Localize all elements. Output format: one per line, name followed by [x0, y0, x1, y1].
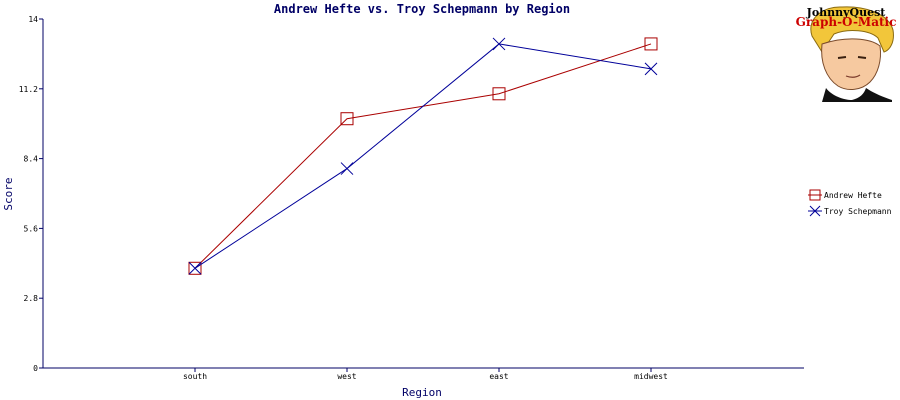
y-tick-label: 2.8 — [24, 294, 39, 303]
x-marker — [188, 261, 202, 275]
x-tick-label: east — [489, 372, 508, 381]
boy-mouth — [845, 74, 861, 78]
x-tick-label: west — [337, 372, 356, 381]
x-tick-label: midwest — [634, 372, 668, 381]
series-line — [194, 43, 652, 269]
boy-eyes — [837, 56, 867, 59]
y-tick-label: 8.4 — [24, 155, 39, 164]
square-marker — [340, 112, 354, 126]
square-marker — [492, 87, 506, 101]
y-tick-label: 5.6 — [24, 224, 39, 233]
series-layer — [188, 37, 658, 275]
axes — [42, 19, 804, 369]
boy-face — [821, 38, 881, 90]
y-ticks: 0 2.8 5.6 8.4 11.2 14 — [19, 15, 43, 373]
y-axis-label: Score — [2, 177, 15, 210]
y-tick-label: 0 — [33, 364, 38, 373]
y-tick-label: 11.2 — [19, 85, 38, 94]
series-1 — [188, 37, 658, 275]
chart-title: Andrew Hefte vs. Troy Schepmann by Regio… — [274, 2, 570, 16]
x-marker — [644, 62, 658, 76]
x-marker — [492, 37, 506, 51]
x-tick-label: south — [183, 372, 207, 381]
series-2 — [188, 37, 658, 275]
y-tick-label: 14 — [28, 15, 38, 24]
brand-logo: JohnnyQuest Graph-O-Matic — [796, 3, 898, 103]
legend-x-marker — [809, 205, 821, 217]
x-ticks: south west east midwest — [183, 368, 668, 381]
x-axis-label: Region — [402, 386, 442, 399]
brand-line2: Graph-O-Matic — [796, 15, 897, 29]
brand-line1: JohnnyQuest — [806, 6, 887, 19]
series-line — [194, 43, 652, 269]
legend-label: Troy Schepmann — [824, 207, 892, 216]
boy-shirt — [822, 88, 892, 102]
boy-hair — [810, 6, 894, 53]
square-marker — [188, 261, 202, 275]
legend: Andrew Hefte Troy Schepmann — [808, 189, 892, 217]
legend-label: Andrew Hefte — [824, 191, 882, 200]
x-marker — [340, 162, 354, 175]
square-marker — [644, 37, 658, 51]
legend-square-marker — [809, 189, 821, 201]
